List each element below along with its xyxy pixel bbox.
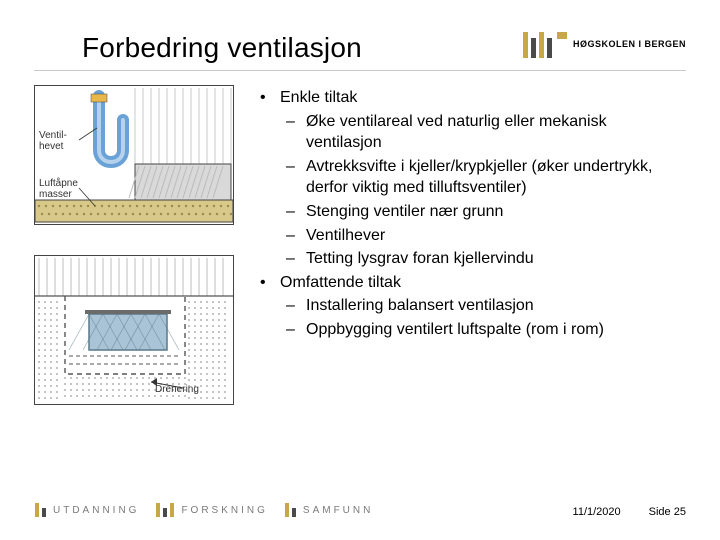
header: Forbedring ventilasjon HØGSKOLEN I BERGE… — [34, 28, 686, 64]
fig2-label-dren: Drenering — [155, 384, 199, 395]
logo-bars-icon — [521, 28, 567, 60]
footer-brand-item: SAMFUNN — [284, 502, 373, 518]
bullet-lvl2: Tetting lysgrav foran kjellervindu — [280, 248, 686, 270]
figure-lysgrav: Drenering — [34, 255, 234, 405]
fig1-label-masser: Luftåpne masser — [39, 178, 78, 200]
bullet-lvl2: Øke ventilareal ved naturlig eller mekan… — [280, 111, 686, 154]
content: Enkle tiltak Øke ventilareal ved naturlig… — [252, 85, 686, 405]
footer-date: 11/1/2020 — [573, 506, 621, 518]
bullet-lvl2: Stenging ventiler nær grunn — [280, 201, 686, 223]
footer-brand-bars-icon — [155, 502, 175, 518]
footer-brand-text: FORSKNING — [181, 505, 267, 516]
footer-meta: 11/1/2020 Side 25 — [573, 506, 686, 518]
bullet-lvl2: Ventilhever — [280, 225, 686, 247]
body: Ventil- hevet Luftåpne masser Drenering … — [34, 85, 686, 405]
logo-text: HØGSKOLEN I BERGEN — [573, 39, 686, 49]
bullet-lvl1-text: Enkle tiltak — [280, 89, 357, 106]
footer-brand-bars-icon — [34, 502, 47, 518]
footer-brand-item: UTDANNING — [34, 502, 139, 518]
bullet-lvl2: Avtrekksvifte i kjeller/krypkjeller (øke… — [280, 156, 686, 199]
footer-page: Side 25 — [649, 506, 686, 518]
bullet-lvl2: Installering balansert ventilasjon — [280, 295, 686, 317]
footer: UTDANNING FORSKNING SAMFUNN 11/1/2020 Side… — [34, 502, 686, 518]
fig1-label-ventilhev: Ventil- hevet — [39, 130, 67, 152]
footer-brand: UTDANNING FORSKNING SAMFUNN — [34, 502, 373, 518]
footer-brand-text: UTDANNING — [53, 505, 139, 516]
footer-page-label: Side — [649, 506, 671, 518]
figure-ventilhever: Ventil- hevet Luftåpne masser — [34, 85, 234, 225]
bullet-sublist: Øke ventilareal ved naturlig eller mekan… — [280, 111, 686, 270]
bullet-sublist: Installering balansert ventilasjonOppbyg… — [280, 295, 686, 340]
figures-column: Ventil- hevet Luftåpne masser Drenering — [34, 85, 234, 405]
footer-brand-item: FORSKNING — [155, 502, 267, 518]
header-logo: HØGSKOLEN I BERGEN — [521, 28, 686, 60]
header-rule — [34, 70, 686, 71]
figure-lysgrav-svg — [35, 256, 233, 404]
slide: Forbedring ventilasjon HØGSKOLEN I BERGE… — [0, 0, 720, 540]
bullet-lvl1: Omfattende tiltak Installering balansert … — [252, 272, 686, 341]
footer-brand-bars-icon — [284, 502, 297, 518]
bullet-lvl2: Oppbygging ventilert luftspalte (rom i r… — [280, 319, 686, 341]
bullet-lvl1-text: Omfattende tiltak — [280, 274, 401, 291]
bullet-lvl1: Enkle tiltak Øke ventilareal ved naturlig… — [252, 87, 686, 270]
figure-ventilhever-svg — [35, 86, 233, 224]
page-title: Forbedring ventilasjon — [34, 28, 362, 64]
footer-page-num: 25 — [674, 506, 686, 518]
footer-brand-text: SAMFUNN — [303, 505, 373, 516]
bullet-list: Enkle tiltak Øke ventilareal ved naturlig… — [252, 87, 686, 341]
